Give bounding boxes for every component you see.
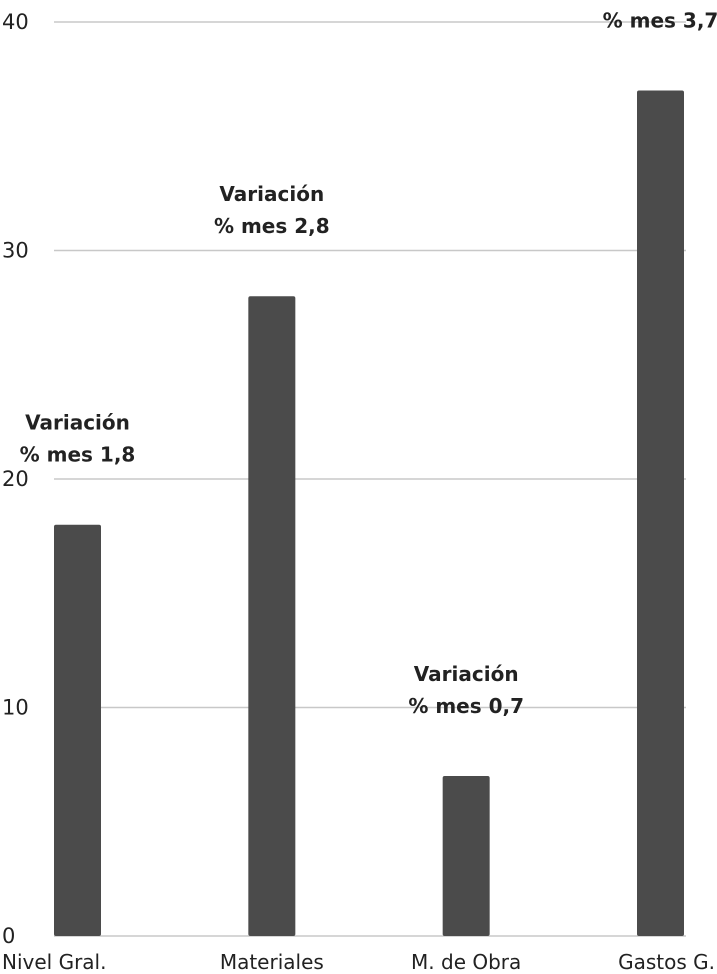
annotation-label: % mes 2,8: [214, 214, 330, 238]
y-tick-label: 10: [2, 696, 29, 720]
bar-gastos-g: [637, 90, 684, 937]
bar-materiales: [248, 296, 296, 936]
bar-m-de-obra: [442, 776, 490, 936]
y-axis-ticks: 0 10 20 30 40: [2, 10, 29, 948]
y-tick-label: 0: [2, 924, 15, 948]
y-tick-label: 40: [2, 10, 29, 34]
bars: [54, 90, 684, 937]
x-axis-labels: Nivel Gral. Materiales M. de Obra Gastos G.: [2, 950, 715, 974]
annotation-label: Variación: [608, 0, 713, 1]
annotations: Variación % mes 1,8 Variación % mes 2,8 Vari…: [20, 0, 717, 718]
annotation-label: % mes 3,7: [603, 9, 717, 33]
x-category-label: Materiales: [220, 950, 324, 974]
annotation-label: % mes 1,8: [20, 443, 136, 467]
annotation-label: Variación: [25, 411, 130, 435]
bar-nivel-gral: [54, 524, 101, 936]
y-tick-label: 30: [2, 239, 29, 263]
annotation-label: Variación: [414, 662, 519, 686]
x-category-label: Nivel Gral.: [2, 950, 106, 974]
annotation-label: % mes 0,7: [408, 694, 524, 718]
x-category-label: Gastos G.: [618, 950, 715, 974]
y-tick-label: 20: [2, 467, 29, 491]
gridlines: [54, 21, 686, 937]
annotation-label: Variación: [219, 182, 324, 206]
x-category-label: M. de Obra: [411, 950, 521, 974]
